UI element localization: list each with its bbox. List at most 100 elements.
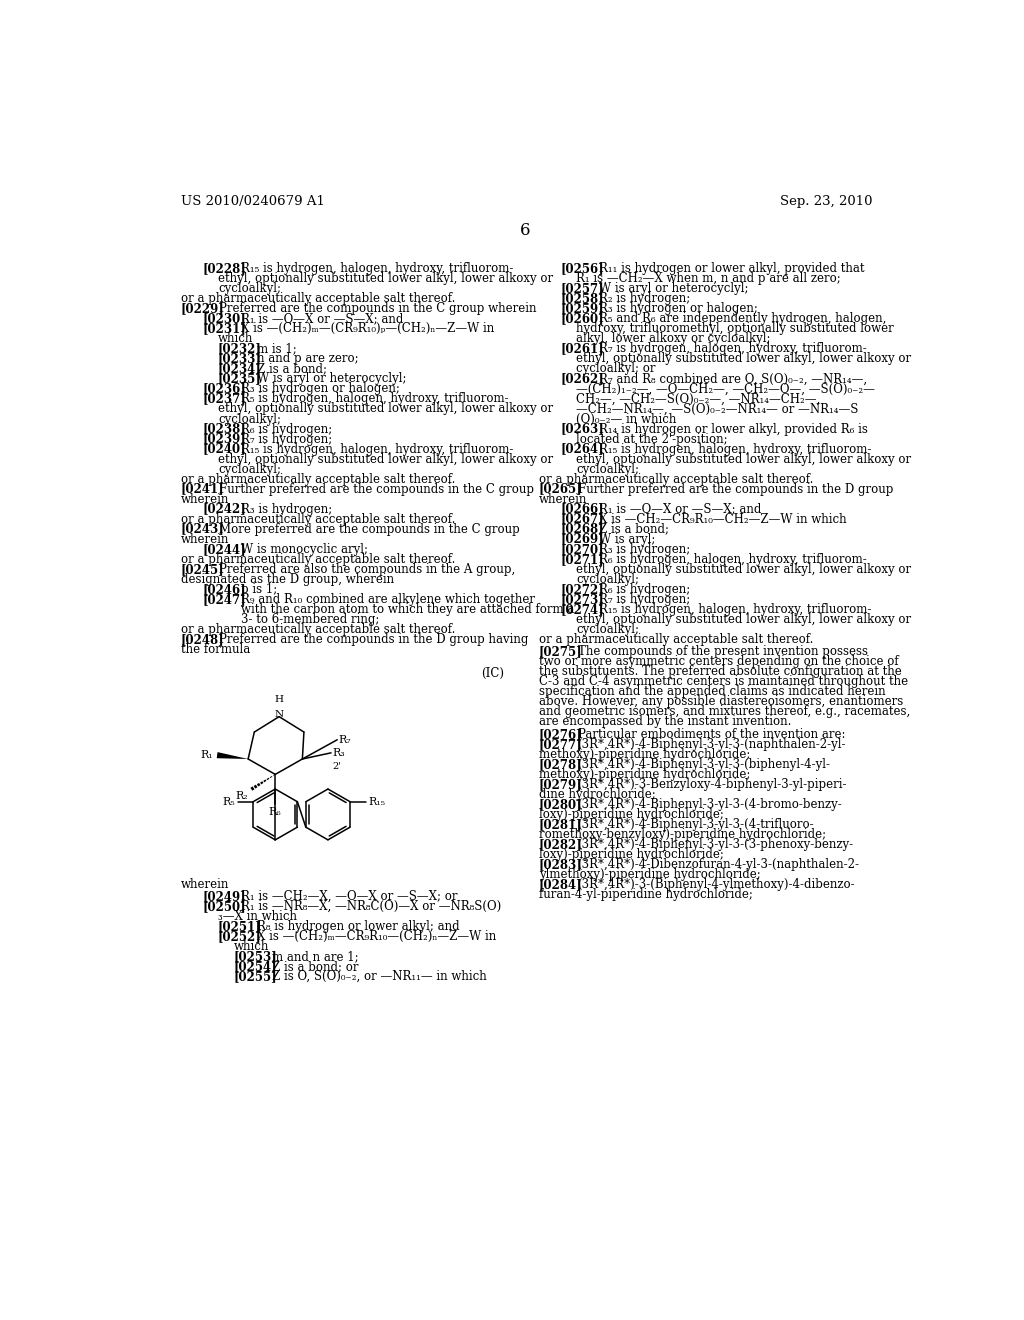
Text: R₁ is —NR₈—X, —NR₈C(O)—X or —NR₈S(O): R₁ is —NR₈—X, —NR₈C(O)—X or —NR₈S(O): [241, 900, 502, 913]
Text: which: which: [218, 333, 253, 346]
Text: [0248]: [0248]: [180, 632, 224, 645]
Text: [0242]: [0242]: [203, 503, 246, 516]
Text: [0230]: [0230]: [203, 313, 246, 326]
Text: wherein: wherein: [180, 533, 229, 545]
Text: wherein: wherein: [539, 492, 587, 506]
Text: [0275]: [0275]: [539, 645, 583, 659]
Text: R₆: R₆: [269, 807, 282, 817]
Text: R₃: R₃: [333, 748, 345, 758]
Text: [0229]: [0229]: [180, 302, 224, 315]
Text: R₁₅: R₁₅: [368, 797, 385, 807]
Text: methoxy)-piperidine hydrochloride;: methoxy)-piperidine hydrochloride;: [539, 768, 751, 781]
Text: [0247]: [0247]: [203, 593, 246, 606]
Text: ylmethoxy)-piperidine hydrochloride;: ylmethoxy)-piperidine hydrochloride;: [539, 869, 761, 882]
Text: [0270]: [0270]: [560, 543, 604, 556]
Text: located at the 2'-position;: located at the 2'-position;: [575, 433, 728, 446]
Text: ethyl, optionally substituted lower alkyl, lower alkoxy or: ethyl, optionally substituted lower alky…: [218, 403, 553, 416]
Text: n and p are zero;: n and p are zero;: [257, 352, 358, 366]
Text: (3R*,4R*)-4-Biphenyl-3-yl-3-(biphenyl-4-yl-: (3R*,4R*)-4-Biphenyl-3-yl-3-(biphenyl-4-…: [578, 758, 830, 771]
Text: R₁ is —CH₂—X, —O—X or —S—X; or: R₁ is —CH₂—X, —O—X or —S—X; or: [241, 890, 458, 903]
Text: R₃ is hydrogen or halogen;: R₃ is hydrogen or halogen;: [599, 302, 758, 315]
Text: [0279]: [0279]: [539, 779, 583, 791]
Text: or a pharmaceutically acceptable salt thereof.: or a pharmaceutically acceptable salt th…: [539, 473, 813, 486]
Text: [0241]: [0241]: [180, 483, 224, 495]
Text: 6: 6: [519, 222, 530, 239]
Text: (IC): (IC): [480, 667, 504, 680]
Text: or a pharmaceutically acceptable salt thereof.: or a pharmaceutically acceptable salt th…: [539, 632, 813, 645]
Text: 3- to 6-membered ring;: 3- to 6-membered ring;: [241, 612, 380, 626]
Text: m and n are 1;: m and n are 1;: [272, 950, 358, 964]
Text: R₁ is —O—X or —S—X; and: R₁ is —O—X or —S—X; and: [241, 313, 403, 326]
Text: X is —(CH₂)ₘ—CR₉R₁₀—(CH₂)ₙ—Z—W in: X is —(CH₂)ₘ—CR₉R₁₀—(CH₂)ₙ—Z—W in: [257, 929, 496, 942]
Text: N: N: [274, 710, 284, 718]
Text: R₇: R₇: [339, 735, 351, 744]
Text: [0267]: [0267]: [560, 512, 604, 525]
Text: R₇ and R₈ combined are O, S(O)₀₋₂, —NR₁₄—,: R₇ and R₈ combined are O, S(O)₀₋₂, —NR₁₄…: [599, 372, 867, 385]
Text: R₆ is hydrogen, halogen, hydroxy, trifluorom-: R₆ is hydrogen, halogen, hydroxy, triflu…: [599, 553, 867, 566]
Text: cycloalkyl;: cycloalkyl;: [575, 623, 639, 636]
Text: [0250]: [0250]: [203, 900, 246, 913]
Text: R₅ is hydrogen, halogen, hydroxy, trifluorom-: R₅ is hydrogen, halogen, hydroxy, triflu…: [241, 392, 509, 405]
Text: R₇ is hydrogen;: R₇ is hydrogen;: [241, 433, 333, 446]
Text: [0239]: [0239]: [203, 433, 246, 446]
Text: R₆ is hydrogen;: R₆ is hydrogen;: [241, 422, 333, 436]
Text: with the carbon atom to which they are attached form a: with the carbon atom to which they are a…: [241, 603, 574, 615]
Text: X is —(CH₂)ₘ—(CR₉R₁₀)ₚ—(CH₂)ₙ—Z—W in: X is —(CH₂)ₘ—(CR₉R₁₀)ₚ—(CH₂)ₙ—Z—W in: [241, 322, 495, 335]
Text: (3R*,4R*)-4-Biphenyl-3-yl-3-(naphthalen-2-yl-: (3R*,4R*)-4-Biphenyl-3-yl-3-(naphthalen-…: [578, 738, 846, 751]
Text: (3R*,4R*)-4-Biphenyl-3-yl-3-(4-trifluoro-: (3R*,4R*)-4-Biphenyl-3-yl-3-(4-trifluoro…: [578, 818, 814, 832]
Text: X is —CH₂—CR₉R₁₀—CH₂—Z—W in which: X is —CH₂—CR₉R₁₀—CH₂—Z—W in which: [599, 512, 847, 525]
Text: [0253]: [0253]: [233, 950, 278, 964]
Text: [0265]: [0265]: [539, 483, 583, 495]
Text: methoxy)-piperidine hydrochloride;: methoxy)-piperidine hydrochloride;: [539, 748, 751, 762]
Text: [0251]: [0251]: [218, 920, 261, 933]
Text: [0262]: [0262]: [560, 372, 604, 385]
Text: W is aryl or heterocyclyl;: W is aryl or heterocyclyl;: [257, 372, 407, 385]
Text: and geometric isomers, and mixtures thereof, e.g., racemates,: and geometric isomers, and mixtures ther…: [539, 705, 910, 718]
Text: [0266]: [0266]: [560, 503, 604, 516]
Text: R₃ is hydrogen or halogen;: R₃ is hydrogen or halogen;: [241, 383, 400, 396]
Text: cycloalkyl;: cycloalkyl;: [218, 412, 281, 425]
Text: R₇ is hydrogen;: R₇ is hydrogen;: [599, 593, 690, 606]
Text: cycloalkyl;: cycloalkyl;: [218, 282, 281, 296]
Text: cycloalkyl; or: cycloalkyl; or: [575, 363, 655, 375]
Text: [0254]: [0254]: [233, 960, 278, 973]
Text: R₅: R₅: [222, 797, 236, 807]
Text: designated as the D group, wherein: designated as the D group, wherein: [180, 573, 394, 586]
Text: Particular embodiments of the invention are:: Particular embodiments of the invention …: [578, 729, 845, 742]
Text: R₁: R₁: [201, 750, 213, 760]
Text: Z is a bond; or: Z is a bond; or: [272, 960, 358, 973]
Text: [0232]: [0232]: [218, 342, 262, 355]
Text: R₁₅ is hydrogen, halogen, hydroxy, trifluorom-: R₁₅ is hydrogen, halogen, hydroxy, trifl…: [599, 442, 871, 455]
Text: Z is a bond;: Z is a bond;: [599, 523, 670, 536]
Text: Preferred are the compounds in the C group wherein: Preferred are the compounds in the C gro…: [219, 302, 537, 315]
Text: [0283]: [0283]: [539, 858, 583, 871]
Text: C-3 and C-4 asymmetric centers is maintained throughout the: C-3 and C-4 asymmetric centers is mainta…: [539, 675, 908, 688]
Text: loxy)-piperidine hydrochloride;: loxy)-piperidine hydrochloride;: [539, 849, 724, 862]
Text: R₁₅ is hydrogen, halogen, hydroxy, trifluorom-: R₁₅ is hydrogen, halogen, hydroxy, trifl…: [241, 263, 513, 276]
Text: R₃ is hydrogen;: R₃ is hydrogen;: [241, 503, 333, 516]
Text: [0264]: [0264]: [560, 442, 604, 455]
Text: (O)₀₋₂— in which: (O)₀₋₂— in which: [575, 412, 676, 425]
Text: R₆ is hydrogen;: R₆ is hydrogen;: [599, 582, 690, 595]
Text: hydroxy, trifluoromethyl, optionally substituted lower: hydroxy, trifluoromethyl, optionally sub…: [575, 322, 894, 335]
Text: [0277]: [0277]: [539, 738, 583, 751]
Text: [0263]: [0263]: [560, 422, 604, 436]
Text: cycloalkyl;: cycloalkyl;: [218, 462, 281, 475]
Text: W is aryl;: W is aryl;: [599, 533, 655, 545]
Text: [0257]: [0257]: [560, 282, 604, 296]
Text: More preferred are the compounds in the C group: More preferred are the compounds in the …: [219, 523, 520, 536]
Text: [0245]: [0245]: [180, 562, 224, 576]
Text: Z is O, S(O)₀₋₂, or —NR₁₁— in which: Z is O, S(O)₀₋₂, or —NR₁₁— in which: [272, 970, 486, 983]
Text: [0233]: [0233]: [218, 352, 262, 366]
Text: [0238]: [0238]: [203, 422, 246, 436]
Text: [0280]: [0280]: [539, 799, 583, 812]
Text: [0261]: [0261]: [560, 342, 604, 355]
Text: R₈ is hydrogen or lower alkyl; and: R₈ is hydrogen or lower alkyl; and: [257, 920, 460, 933]
Text: two or more asymmetric centers depending on the choice of: two or more asymmetric centers depending…: [539, 655, 898, 668]
Text: [0269]: [0269]: [560, 533, 604, 545]
Text: [0255]: [0255]: [233, 970, 278, 983]
Text: (3R*,4R*)-3-Benzyloxy-4-biphenyl-3-yl-piperi-: (3R*,4R*)-3-Benzyloxy-4-biphenyl-3-yl-pi…: [578, 779, 847, 791]
Text: [0258]: [0258]: [560, 293, 604, 305]
Text: R₁ is —O—X or —S—X; and: R₁ is —O—X or —S—X; and: [599, 503, 762, 516]
Text: (3R*,4R*)-4-Biphenyl-3-yl-3-(3-phenoxy-benzy-: (3R*,4R*)-4-Biphenyl-3-yl-3-(3-phenoxy-b…: [578, 838, 854, 851]
